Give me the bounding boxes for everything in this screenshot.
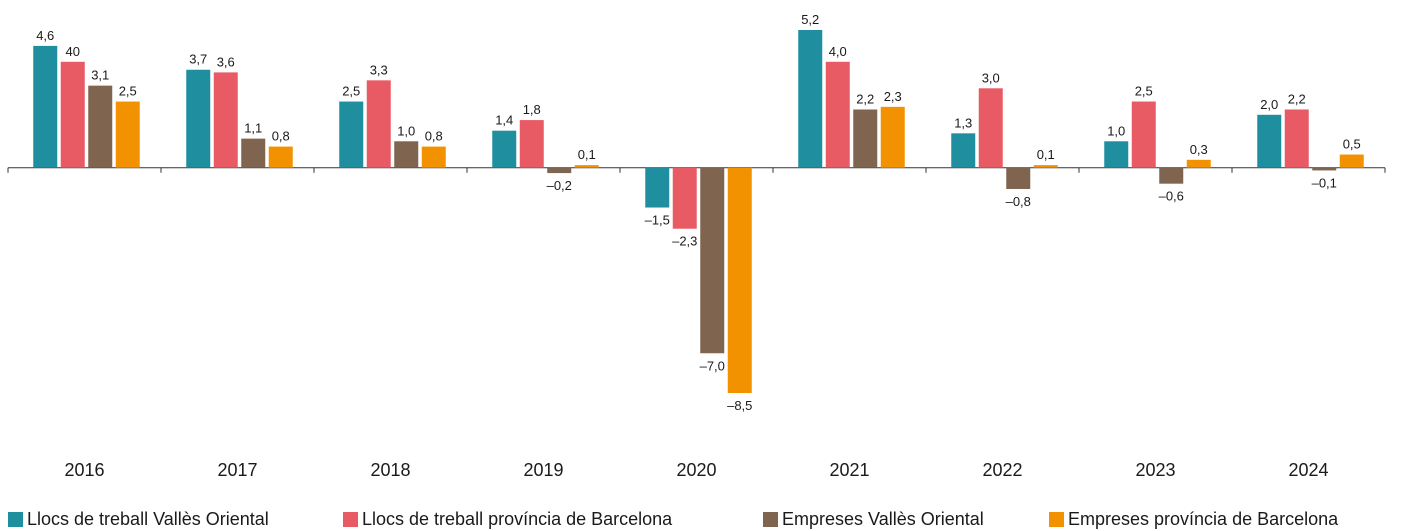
data-label: 2,5 xyxy=(342,84,360,99)
legend-label: Empreses província de Barcelona xyxy=(1068,509,1339,529)
data-label: 1,1 xyxy=(244,121,262,136)
bar xyxy=(1006,167,1031,189)
bar xyxy=(1104,141,1129,168)
x-tick-label: 2021 xyxy=(829,460,869,480)
legend-swatch xyxy=(1049,512,1064,527)
bar xyxy=(115,101,140,168)
legend-label: Empreses Vallès Oriental xyxy=(782,509,984,529)
data-label: 2,5 xyxy=(1135,84,1153,99)
data-label: –0,2 xyxy=(547,178,572,193)
data-label: 2,2 xyxy=(1288,91,1306,106)
data-label: 2,2 xyxy=(856,91,874,106)
data-label: 3,1 xyxy=(91,68,109,83)
data-label: 5,2 xyxy=(801,12,819,27)
bar xyxy=(574,165,599,168)
bar xyxy=(951,133,976,168)
x-tick-label: 2023 xyxy=(1135,460,1175,480)
bar xyxy=(853,109,878,168)
data-label: –0,1 xyxy=(1312,175,1337,190)
bar xyxy=(268,146,293,168)
bar xyxy=(672,167,697,229)
data-label: 2,5 xyxy=(119,84,137,99)
bar xyxy=(241,138,266,168)
bar xyxy=(33,45,58,168)
bar xyxy=(700,167,725,354)
legend-label: Llocs de treball Vallès Oriental xyxy=(27,509,269,529)
bar xyxy=(213,72,238,168)
data-label: 40 xyxy=(66,44,80,59)
data-label: –2,3 xyxy=(672,234,697,249)
bar xyxy=(1257,114,1282,168)
bar xyxy=(421,146,446,168)
bar xyxy=(1159,167,1184,184)
data-label: 3,6 xyxy=(217,54,235,69)
data-label: –8,5 xyxy=(727,398,752,413)
bar xyxy=(492,130,517,168)
data-label: –1,5 xyxy=(645,213,670,228)
data-label: 0,1 xyxy=(1037,147,1055,162)
data-label: –7,0 xyxy=(700,358,725,373)
data-label: 4,6 xyxy=(36,28,54,43)
x-tick-label: 2019 xyxy=(523,460,563,480)
data-label: 2,3 xyxy=(884,89,902,104)
bar xyxy=(394,141,419,168)
legend-swatch xyxy=(343,512,358,527)
bar xyxy=(798,30,823,168)
x-tick-label: 2024 xyxy=(1288,460,1328,480)
x-tick-label: 2016 xyxy=(64,460,104,480)
legend-label: Llocs de treball província de Barcelona xyxy=(362,509,673,529)
data-label: 1,4 xyxy=(495,113,513,128)
x-tick-label: 2017 xyxy=(217,460,257,480)
bar xyxy=(880,106,905,168)
data-label: 0,8 xyxy=(272,129,290,144)
data-label: 3,7 xyxy=(189,52,207,67)
legend-swatch xyxy=(763,512,778,527)
bar xyxy=(186,69,211,168)
bar xyxy=(1284,109,1309,168)
data-label: –0,6 xyxy=(1159,189,1184,204)
bar xyxy=(1339,154,1364,168)
data-label: 1,0 xyxy=(1107,123,1125,138)
bar xyxy=(1131,101,1156,168)
data-label: 3,3 xyxy=(370,62,388,77)
data-label: 0,1 xyxy=(578,147,596,162)
data-label: 0,5 xyxy=(1343,137,1361,152)
legend-swatch xyxy=(8,512,23,527)
bar xyxy=(645,167,670,208)
data-label: 1,0 xyxy=(397,123,415,138)
bar xyxy=(978,88,1003,168)
x-tick-label: 2022 xyxy=(982,460,1022,480)
bar xyxy=(727,167,752,393)
bar xyxy=(366,80,391,168)
data-label: –0,8 xyxy=(1006,194,1031,209)
data-label: 1,3 xyxy=(954,115,972,130)
bar xyxy=(547,167,572,174)
data-label: 4,0 xyxy=(829,44,847,59)
bar xyxy=(1033,165,1058,168)
x-tick-label: 2018 xyxy=(370,460,410,480)
bar xyxy=(1186,159,1211,168)
bar xyxy=(88,85,113,168)
bar xyxy=(60,61,85,168)
x-tick-label: 2020 xyxy=(676,460,716,480)
bar xyxy=(825,61,850,168)
bar xyxy=(519,120,544,168)
data-label: 2,0 xyxy=(1260,97,1278,112)
data-label: 0,8 xyxy=(425,129,443,144)
data-label: 1,8 xyxy=(523,102,541,117)
bar xyxy=(1312,167,1337,171)
data-label: 3,0 xyxy=(982,70,1000,85)
data-label: 0,3 xyxy=(1190,142,1208,157)
bar xyxy=(339,101,364,168)
